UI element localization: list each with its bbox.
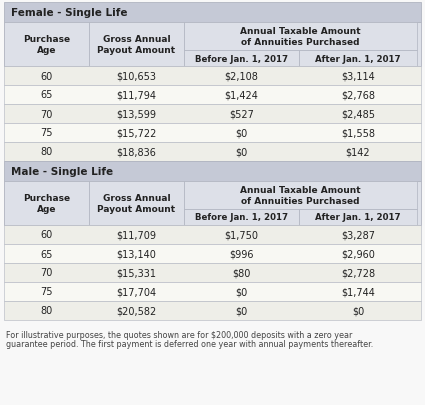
Text: Annual Taxable Amount
of Annuities Purchased: Annual Taxable Amount of Annuities Purch… (240, 185, 361, 206)
Bar (4, 143, 421, 162)
Text: Female - Single Life: Female - Single Life (11, 8, 127, 18)
Text: $1,558: $1,558 (341, 128, 375, 138)
Text: $1,750: $1,750 (224, 230, 258, 240)
Text: 70: 70 (40, 268, 53, 278)
Text: $11,709: $11,709 (116, 230, 156, 240)
Text: $13,140: $13,140 (116, 249, 156, 259)
Text: $527: $527 (229, 109, 254, 119)
Text: Gross Annual
Payout Amount: Gross Annual Payout Amount (97, 35, 176, 55)
Text: $17,704: $17,704 (116, 287, 156, 297)
Text: $10,653: $10,653 (116, 71, 156, 81)
Text: 60: 60 (40, 230, 53, 240)
Bar (184, 209, 299, 226)
Bar (4, 282, 421, 301)
Text: $1,424: $1,424 (224, 90, 258, 100)
Bar (4, 301, 421, 320)
Text: 65: 65 (40, 249, 53, 259)
Text: guarantee period. The first payment is deferred one year with annual payments th: guarantee period. The first payment is d… (6, 339, 373, 348)
Bar (299, 209, 417, 226)
Text: $80: $80 (232, 268, 251, 278)
Bar (4, 23, 421, 67)
Text: $0: $0 (352, 306, 364, 316)
Text: 75: 75 (40, 287, 53, 297)
Text: $15,331: $15,331 (116, 268, 156, 278)
Text: $0: $0 (235, 306, 248, 316)
Bar (4, 162, 421, 181)
Text: $11,794: $11,794 (116, 90, 156, 100)
Text: $3,287: $3,287 (341, 230, 375, 240)
Bar (4, 263, 421, 282)
Text: Purchase
Age: Purchase Age (23, 35, 70, 55)
Text: Purchase
Age: Purchase Age (23, 194, 70, 213)
Text: Before Jan. 1, 2017: Before Jan. 1, 2017 (195, 54, 288, 63)
Text: $3,114: $3,114 (341, 71, 375, 81)
Text: $0: $0 (235, 287, 248, 297)
Text: $2,960: $2,960 (341, 249, 375, 259)
Text: For illustrative purposes, the quotes shown are for $200,000 deposits with a zer: For illustrative purposes, the quotes sh… (6, 330, 352, 339)
Bar (89, 23, 184, 67)
Text: Annual Taxable Amount
of Annuities Purchased: Annual Taxable Amount of Annuities Purch… (240, 27, 361, 47)
Text: $2,728: $2,728 (341, 268, 375, 278)
Text: $15,722: $15,722 (116, 128, 157, 138)
Text: $2,485: $2,485 (341, 109, 375, 119)
Text: $18,836: $18,836 (116, 147, 156, 157)
Bar (4, 86, 421, 105)
Bar (4, 23, 89, 67)
Text: $0: $0 (235, 128, 248, 138)
Text: Gross Annual
Payout Amount: Gross Annual Payout Amount (97, 194, 176, 213)
Text: $20,582: $20,582 (116, 306, 157, 316)
Bar (184, 23, 417, 51)
Text: $996: $996 (229, 249, 254, 259)
Text: Before Jan. 1, 2017: Before Jan. 1, 2017 (195, 213, 288, 222)
Bar (4, 226, 421, 244)
Bar (4, 105, 421, 124)
Text: 75: 75 (40, 128, 53, 138)
Bar (4, 3, 421, 23)
Bar (184, 51, 299, 67)
Text: After Jan. 1, 2017: After Jan. 1, 2017 (315, 213, 401, 222)
Bar (4, 181, 421, 226)
Text: 80: 80 (40, 306, 53, 316)
Bar (4, 124, 421, 143)
Text: $1,744: $1,744 (341, 287, 375, 297)
Text: 65: 65 (40, 90, 53, 100)
Text: $13,599: $13,599 (116, 109, 156, 119)
Text: Male - Single Life: Male - Single Life (11, 166, 113, 177)
Text: $142: $142 (346, 147, 370, 157)
Bar (4, 244, 421, 263)
Bar (184, 181, 417, 209)
Bar (4, 181, 89, 226)
Text: $2,108: $2,108 (224, 71, 258, 81)
Text: 70: 70 (40, 109, 53, 119)
Text: $2,768: $2,768 (341, 90, 375, 100)
Text: 60: 60 (40, 71, 53, 81)
Text: $0: $0 (235, 147, 248, 157)
Text: 80: 80 (40, 147, 53, 157)
Bar (89, 181, 184, 226)
Text: After Jan. 1, 2017: After Jan. 1, 2017 (315, 54, 401, 63)
Bar (299, 51, 417, 67)
Bar (4, 67, 421, 86)
